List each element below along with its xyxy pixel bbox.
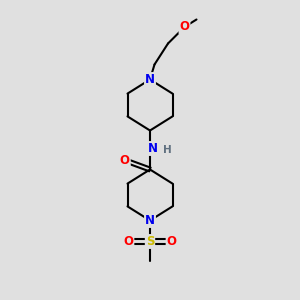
Text: N: N [145, 214, 155, 227]
Text: O: O [120, 154, 130, 167]
Text: O: O [123, 235, 134, 248]
Text: H: H [163, 145, 171, 155]
Text: O: O [167, 235, 177, 248]
Text: N: N [145, 73, 155, 86]
Text: O: O [179, 20, 190, 34]
Text: N: N [147, 142, 158, 155]
Text: S: S [146, 235, 154, 248]
